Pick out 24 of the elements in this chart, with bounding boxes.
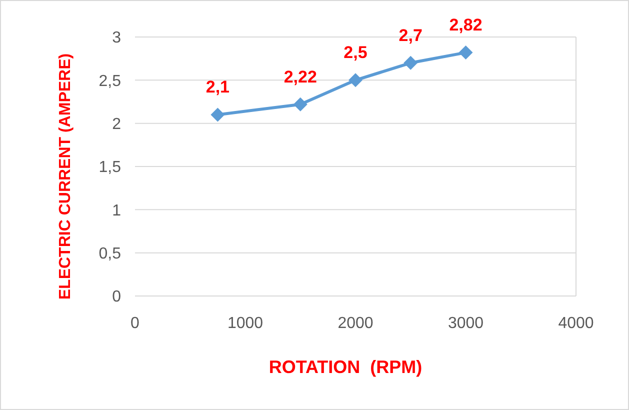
x-tick-label: 2000 [338,315,374,332]
data-label: 2,7 [398,26,422,45]
point [348,73,362,88]
x-tick-label: 4000 [558,315,594,332]
data-label: 2,1 [206,78,230,97]
x-tick-label: 3000 [448,315,484,332]
y-tick-label: 1 [112,202,122,220]
data-label: 2,82 [449,16,482,35]
y-tick-label: 2 [112,116,122,133]
point [404,56,418,70]
point [210,108,225,122]
y-tick-label: 0 [112,288,122,306]
y-tick-label: 2,5 [98,72,122,90]
x-tick-label: 0 [130,315,140,332]
data-label: 2,5 [344,43,368,62]
y-tick-label: 3 [112,30,122,47]
y-tick-label: 0,5 [98,245,122,262]
point [293,97,308,112]
data-label: 2,22 [284,67,317,86]
y-axis-title: ELECTRIC CURRENT (AMPERE) [57,53,74,300]
point [458,46,473,60]
y-tick-label: 1,5 [98,159,122,176]
x-axis-title: ROTATION (RPM) [268,357,422,377]
x-tick-label: 1000 [227,315,264,332]
